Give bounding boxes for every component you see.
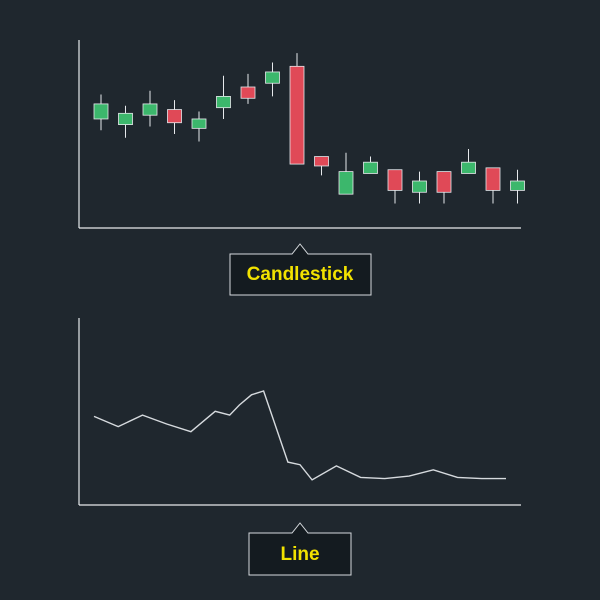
candle-body-down — [167, 109, 182, 124]
candle-body-up — [216, 96, 231, 109]
candle-body-down — [240, 86, 256, 99]
candle-body-down — [387, 169, 403, 191]
candle-body-up — [461, 161, 476, 174]
candle-body-up — [142, 103, 158, 116]
candle-body-down — [314, 156, 329, 167]
candle-body-up — [93, 103, 109, 120]
candle-body-up — [265, 71, 280, 84]
line-series — [93, 390, 506, 481]
candle-body-up — [412, 180, 427, 193]
candle-body-down — [485, 167, 501, 191]
candlestick-callout-box — [229, 243, 372, 296]
line-callout-box — [248, 522, 352, 576]
candle-body-up — [191, 118, 207, 129]
candlestick-callout: Candlestick — [229, 243, 372, 296]
candlestick-label: Candlestick — [247, 264, 354, 285]
candle-body-down — [436, 171, 452, 193]
line-callout: Line — [248, 522, 352, 576]
candle-body-down — [289, 65, 305, 165]
candle-body-up — [510, 180, 525, 191]
line-label: Line — [280, 544, 319, 565]
candle-body-up — [338, 171, 354, 195]
candlestick-series — [93, 53, 525, 204]
candle-body-up — [118, 112, 133, 125]
candle-body-up — [363, 161, 378, 174]
